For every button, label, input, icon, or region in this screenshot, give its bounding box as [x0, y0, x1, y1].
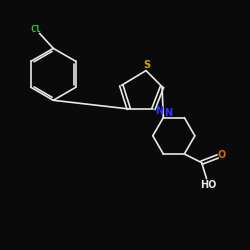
Text: N: N [155, 106, 163, 117]
Text: N: N [164, 108, 172, 118]
Text: O: O [217, 150, 226, 160]
Text: Cl: Cl [30, 24, 41, 34]
Text: HO: HO [200, 180, 216, 190]
Text: S: S [144, 60, 151, 70]
